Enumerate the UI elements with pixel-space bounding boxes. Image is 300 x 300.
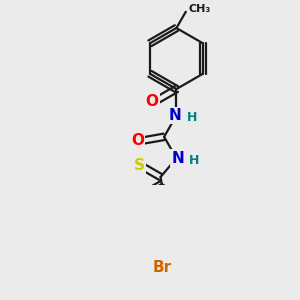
Text: S: S — [134, 158, 144, 173]
Text: O: O — [146, 94, 159, 109]
Text: N: N — [168, 108, 181, 123]
Text: O: O — [131, 134, 144, 148]
Text: H: H — [189, 154, 200, 167]
Text: N: N — [171, 151, 184, 166]
Text: CH₃: CH₃ — [189, 4, 211, 14]
Text: H: H — [187, 111, 197, 124]
Text: Br: Br — [152, 260, 171, 275]
